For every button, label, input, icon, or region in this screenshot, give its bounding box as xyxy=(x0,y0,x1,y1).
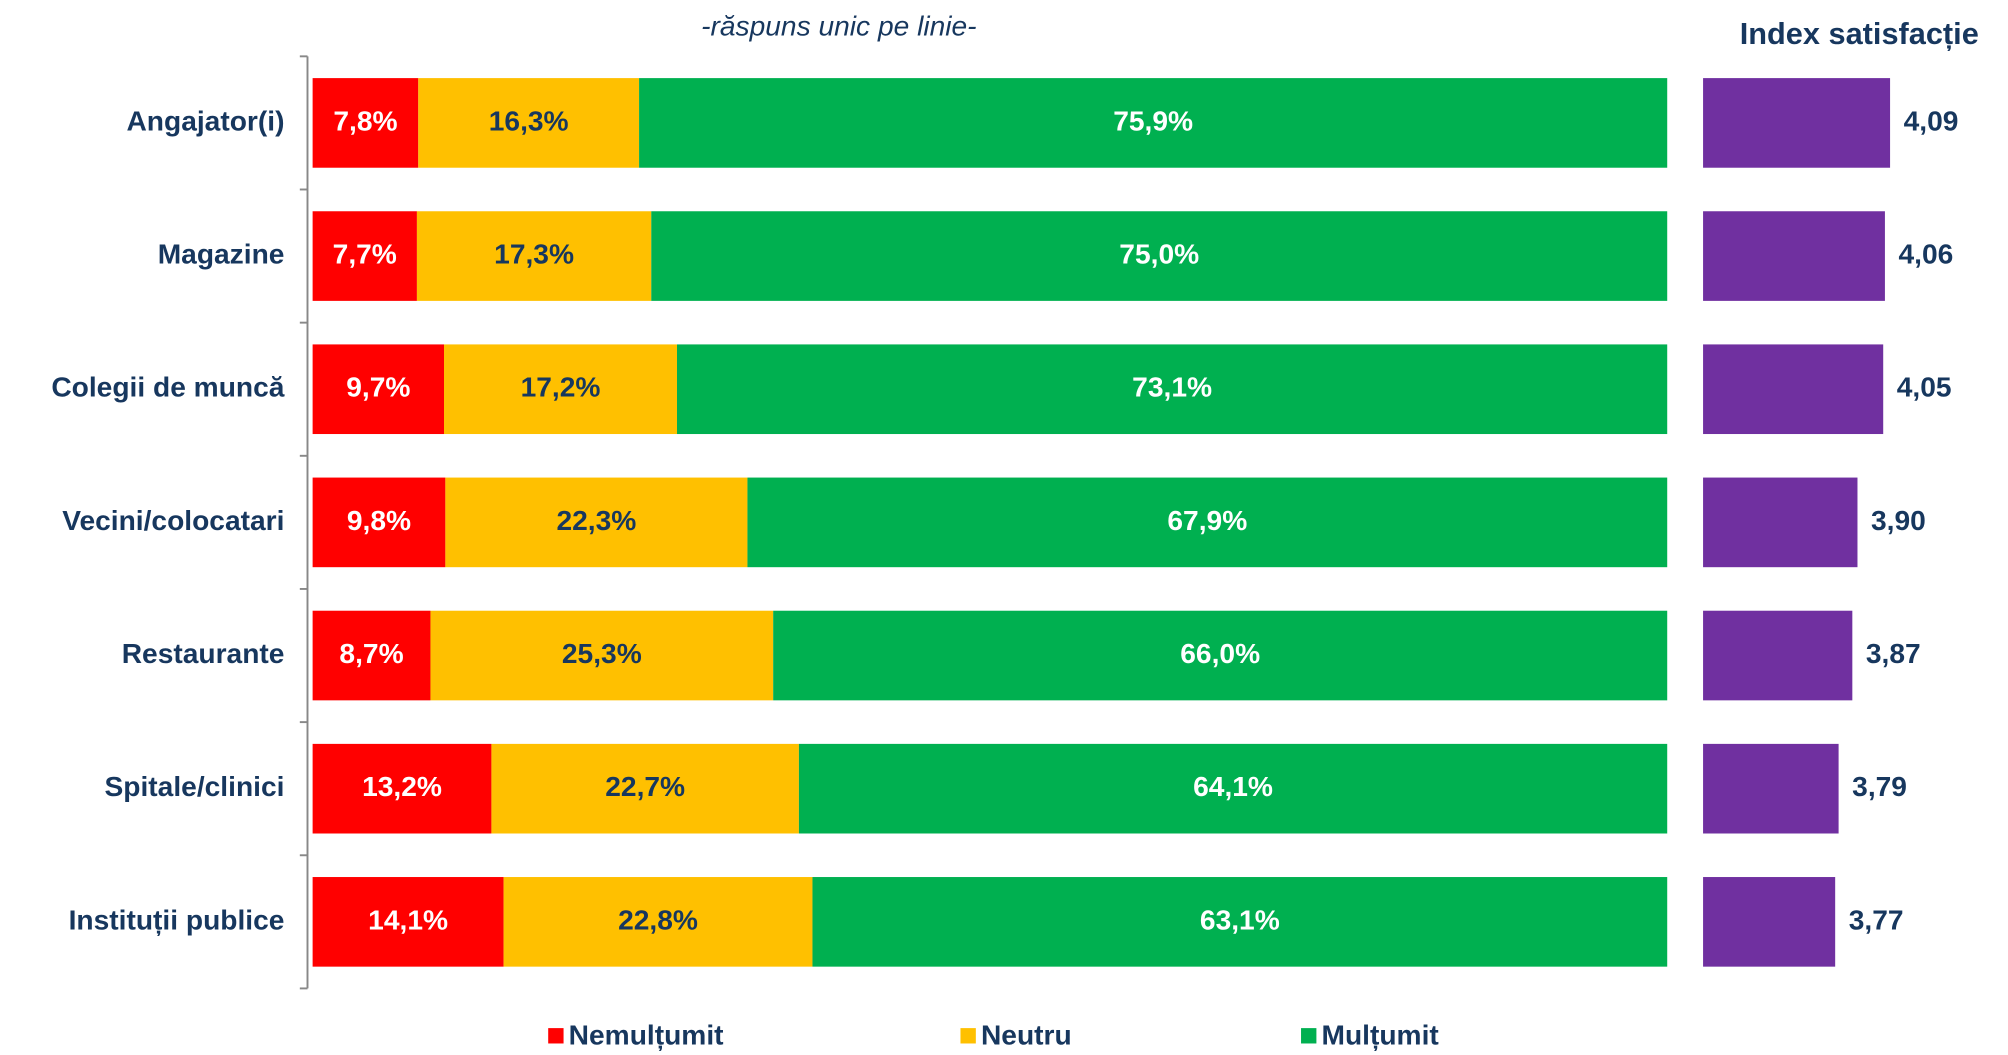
bar-segment xyxy=(747,477,1668,568)
bar-segment xyxy=(503,877,813,967)
data-label: 9,8% xyxy=(347,505,411,536)
index-label: 4,09 xyxy=(1904,105,1959,136)
index-bar xyxy=(1703,743,1839,834)
bar-segment xyxy=(430,610,774,701)
data-label: 22,3% xyxy=(556,505,636,536)
legend-label: Nemulțumit xyxy=(569,1020,724,1051)
bar-segment xyxy=(812,877,1668,967)
bar-segment xyxy=(312,211,417,301)
index-title: Index satisfacție xyxy=(1740,16,1979,51)
data-label: 7,8% xyxy=(333,105,397,136)
chart-subtitle: -răspuns unic pe linie- xyxy=(701,11,976,42)
category-label: Spitale/clinici xyxy=(104,771,284,802)
data-label: 25,3% xyxy=(562,638,642,669)
bar-segment xyxy=(651,211,1668,301)
bar-segment xyxy=(312,610,431,701)
legend-swatch xyxy=(960,1028,976,1044)
index-label: 4,05 xyxy=(1897,372,1952,403)
bar-segment xyxy=(312,477,446,568)
legend-swatch xyxy=(1301,1028,1317,1044)
data-label: 17,3% xyxy=(494,239,574,270)
bar-segment xyxy=(491,743,799,834)
category-label: Restaurante xyxy=(122,638,285,669)
index-bar xyxy=(1703,344,1884,435)
bar-segment xyxy=(773,610,1668,701)
bar-segment xyxy=(798,743,1668,834)
bar-segment xyxy=(312,877,504,967)
bar-segment xyxy=(312,743,492,834)
data-label: 75,9% xyxy=(1113,105,1193,136)
category-label: Instituții publice xyxy=(69,904,285,935)
legend-label: Mulțumit xyxy=(1322,1020,1440,1051)
data-label: 73,1% xyxy=(1132,372,1212,403)
data-label: 63,1% xyxy=(1200,904,1280,935)
bar-segment xyxy=(418,78,640,168)
data-label: 14,1% xyxy=(368,904,448,935)
category-label: Colegii de muncă xyxy=(51,372,284,403)
index-bar xyxy=(1703,477,1858,568)
legend-label: Neutru xyxy=(981,1020,1072,1051)
index-label: 3,90 xyxy=(1871,505,1926,536)
data-label: 8,7% xyxy=(339,638,403,669)
index-bar xyxy=(1703,877,1836,967)
category-label: Vecini/colocatari xyxy=(62,505,284,536)
bar-segment xyxy=(444,344,678,435)
bar-segment xyxy=(445,477,748,568)
bar-segment xyxy=(416,211,652,301)
data-label: 67,9% xyxy=(1167,505,1247,536)
bar-segment xyxy=(677,344,1668,435)
legend-swatch xyxy=(548,1028,564,1044)
data-label: 66,0% xyxy=(1180,638,1260,669)
data-label: 17,2% xyxy=(521,372,601,403)
bar-segment xyxy=(312,344,445,435)
index-label: 3,79 xyxy=(1852,771,1907,802)
category-label: Magazine xyxy=(158,239,285,270)
index-bar xyxy=(1703,211,1885,301)
index-bar xyxy=(1703,78,1891,168)
data-label: 64,1% xyxy=(1193,771,1273,802)
data-label: 9,7% xyxy=(346,372,410,403)
index-label: 3,77 xyxy=(1849,904,1904,935)
data-label: 13,2% xyxy=(362,771,442,802)
data-label: 16,3% xyxy=(489,105,569,136)
data-label: 75,0% xyxy=(1119,239,1199,270)
index-bar xyxy=(1703,610,1853,701)
data-label: 22,7% xyxy=(605,771,685,802)
bar-segment xyxy=(639,78,1668,168)
data-label: 22,8% xyxy=(618,904,698,935)
category-label: Angajator(i) xyxy=(126,105,284,136)
data-label: 7,7% xyxy=(333,239,397,270)
index-label: 4,06 xyxy=(1898,239,1953,270)
index-label: 3,87 xyxy=(1866,638,1921,669)
bar-segment xyxy=(312,78,419,168)
